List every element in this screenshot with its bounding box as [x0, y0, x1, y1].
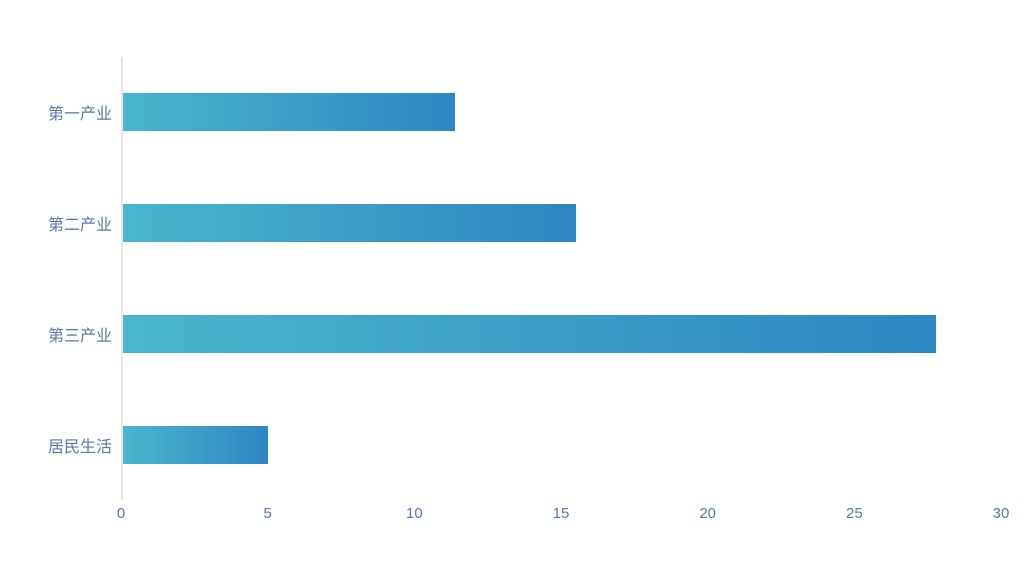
x-tick-label: 20 — [699, 505, 716, 522]
x-tick-label: 5 — [263, 505, 272, 522]
x-tick-label: 0 — [116, 505, 126, 522]
x-tick-label: 25 — [845, 505, 863, 522]
category-label: 居民生活 — [47, 438, 112, 456]
bar[interactable] — [123, 425, 268, 464]
bar[interactable] — [123, 93, 456, 132]
category-label: 第二产业 — [47, 217, 112, 235]
bar[interactable] — [123, 314, 937, 353]
x-tick-label: 30 — [992, 505, 1010, 522]
x-tick-label: 15 — [552, 505, 570, 522]
category-label: 第三产业 — [47, 327, 112, 345]
x-tick-label: 10 — [405, 505, 423, 522]
bar[interactable] — [123, 204, 576, 243]
category-label: 第一产业 — [47, 106, 112, 124]
y-axis-line — [121, 57, 123, 500]
